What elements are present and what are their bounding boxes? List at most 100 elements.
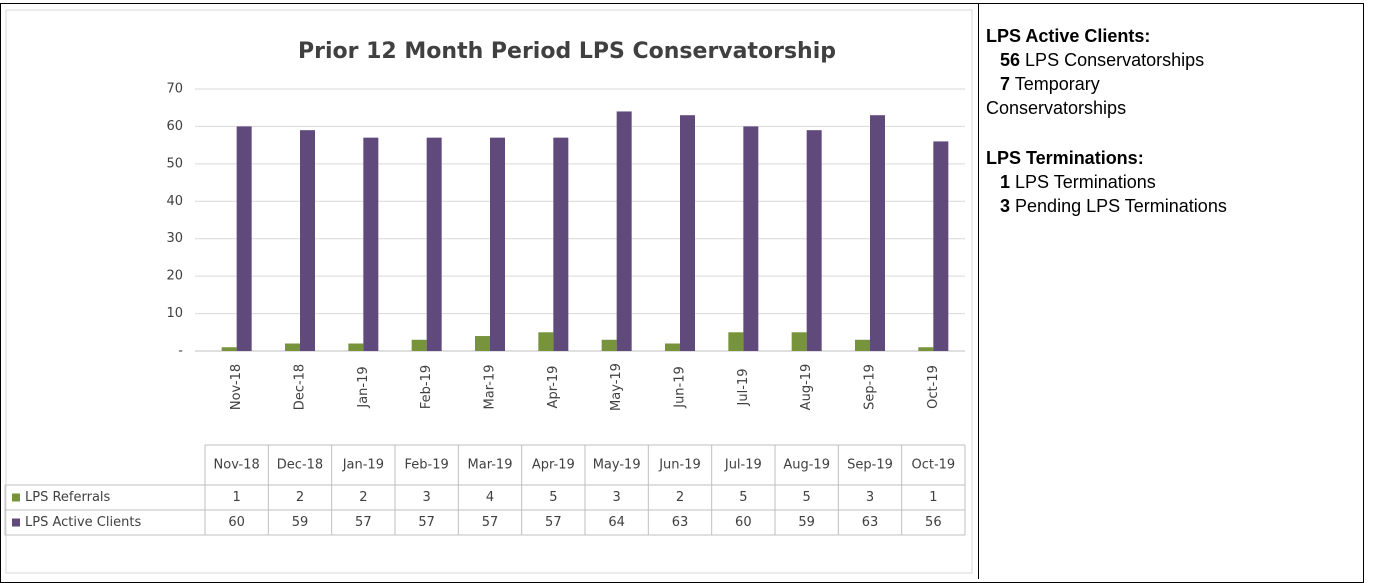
bar [743, 126, 759, 351]
table-value: 59 [798, 515, 815, 530]
bar [665, 343, 680, 351]
item-count: 7 [1000, 74, 1011, 94]
bar [348, 343, 364, 351]
x-tick-label: Jun-19 [673, 366, 688, 409]
y-tick-label: 70 [166, 82, 183, 97]
table-value: 3 [423, 490, 431, 505]
table-value: 57 [418, 515, 435, 530]
table-header: Jan-19 [342, 458, 384, 473]
bar [300, 130, 315, 351]
table-value: 59 [292, 515, 309, 530]
section-heading: LPS Active Clients: [986, 26, 1151, 46]
bar [918, 347, 934, 351]
legend-label: LPS Referrals [25, 490, 111, 505]
table-value: 2 [296, 490, 304, 505]
bar [806, 130, 822, 351]
bar [426, 137, 442, 351]
table-value: 63 [862, 515, 879, 530]
table-value: 3 [613, 490, 621, 505]
table-value: 5 [803, 490, 811, 505]
table-value: 1 [233, 490, 241, 505]
legend-swatch [12, 493, 20, 502]
item-text: LPS Terminations [1015, 172, 1156, 192]
table-value: 60 [228, 515, 245, 530]
y-tick-label: 30 [166, 231, 183, 246]
table-header: Jul-19 [724, 458, 762, 473]
table-header: Dec-18 [277, 458, 323, 473]
legend-swatch [12, 518, 20, 527]
bar [221, 347, 237, 351]
x-tick-label: Oct-19 [926, 365, 941, 409]
table-value: 56 [925, 515, 942, 530]
item-count: 3 [1000, 196, 1011, 216]
table-value: 1 [929, 490, 937, 505]
bar [791, 332, 807, 351]
bar [285, 343, 300, 351]
legend-label: LPS Active Clients [25, 515, 141, 530]
table-value: 64 [608, 515, 625, 530]
section-heading: LPS Terminations: [986, 148, 1144, 168]
y-tick-label: 20 [166, 269, 183, 284]
bar [933, 141, 949, 351]
sidebar-section: LPS Terminations: 1 LPS Terminations 3 Pen… [986, 146, 1236, 218]
bar [411, 339, 427, 351]
table-header: Aug-19 [783, 458, 830, 473]
x-tick-label: Jan-19 [356, 366, 371, 408]
table-value: 60 [735, 515, 752, 530]
chart-title: Prior 12 Month Period LPS Conservatorshi… [298, 39, 836, 64]
item-text: Pending LPS Terminations [1015, 196, 1227, 216]
table-value: 57 [482, 515, 499, 530]
table-value: 2 [676, 490, 684, 505]
bar [728, 332, 744, 351]
table-header: Mar-19 [468, 458, 513, 473]
table-header: Sep-19 [847, 458, 893, 473]
x-tick-label: Dec-18 [293, 364, 308, 410]
bar [475, 336, 490, 351]
bar [538, 332, 554, 351]
table-value: 4 [486, 490, 494, 505]
table-header: Jun-19 [658, 458, 701, 473]
x-tick-label: May-19 [609, 363, 624, 411]
y-tick-label: 60 [166, 119, 183, 134]
table-value: 57 [545, 515, 562, 530]
table-value: 63 [672, 515, 689, 530]
chart-border [5, 9, 973, 574]
x-tick-label: Apr-19 [546, 366, 561, 409]
x-tick-label: Feb-19 [419, 365, 434, 409]
table-value: 5 [739, 490, 747, 505]
section-item: 7 Temporary Conservatorships [986, 72, 1236, 120]
y-tick-label: - [178, 344, 183, 359]
table-header: Apr-19 [532, 458, 575, 473]
x-tick-label: Mar-19 [483, 365, 498, 410]
table-header: May-19 [593, 458, 641, 473]
y-tick-label: 10 [166, 306, 183, 321]
y-tick-label: 50 [166, 156, 183, 171]
x-tick-label: Sep-19 [863, 364, 878, 410]
bar [616, 111, 632, 351]
x-tick-label: Jul-19 [736, 369, 751, 407]
separator [978, 3, 979, 579]
section-item: 56 LPS Conservatorships [986, 48, 1236, 72]
item-text: Temporary Conservatorships [986, 74, 1127, 118]
table-header: Nov-18 [214, 458, 260, 473]
item-text: LPS Conservatorships [1025, 50, 1205, 70]
bar [363, 137, 379, 351]
bar [680, 115, 695, 351]
chart: Prior 12 Month Period LPS Conservatorshi… [4, 9, 973, 574]
table-value: 5 [549, 490, 557, 505]
table-value: 2 [359, 490, 367, 505]
bar [490, 137, 505, 351]
item-count: 1 [1000, 172, 1011, 192]
bar [870, 115, 885, 351]
section-item: 1 LPS Terminations [986, 170, 1236, 194]
bar [553, 137, 569, 351]
x-tick-label: Nov-18 [229, 364, 244, 410]
sidebar: LPS Active Clients: 56 LPS Conservatorshi… [986, 24, 1236, 244]
table-value: 57 [355, 515, 372, 530]
item-count: 56 [1000, 50, 1021, 70]
table-value: 3 [866, 490, 874, 505]
x-tick-label: Aug-19 [799, 364, 814, 411]
bar [601, 339, 617, 351]
table-header: Feb-19 [405, 458, 449, 473]
bar [236, 126, 252, 351]
